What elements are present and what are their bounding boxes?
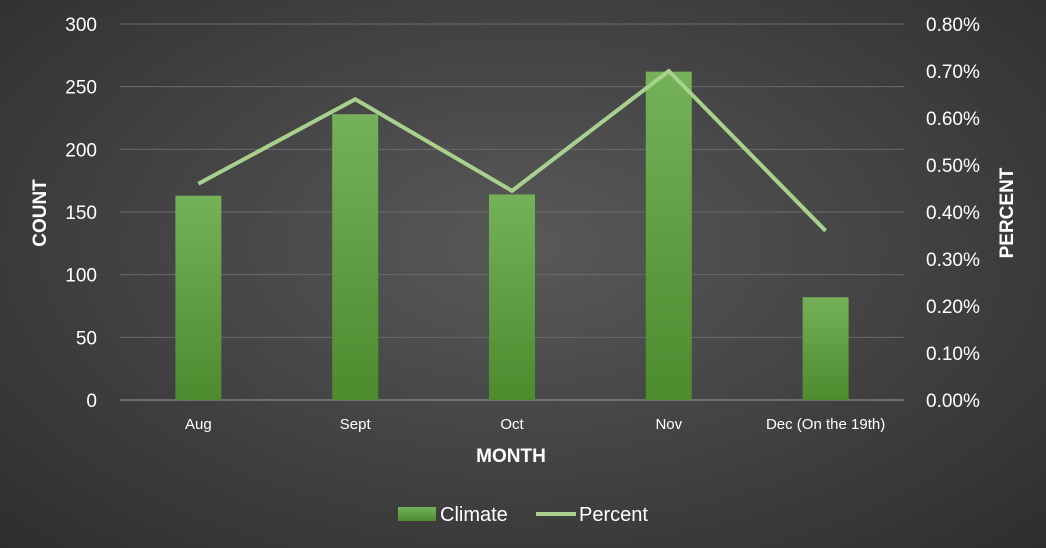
bar-climate: [175, 195, 222, 400]
x-tick-label: Dec (On the 19th): [766, 416, 885, 433]
y2-tick-label: 0.10%: [926, 344, 980, 365]
x-axis-title: MONTH: [476, 446, 546, 467]
bar-climate: [332, 114, 379, 401]
legend: Climate Percent: [398, 504, 648, 526]
bar-climate: [489, 194, 535, 400]
bar-climate: [802, 297, 849, 400]
percent-line: [197, 69, 828, 233]
x-tick-label: Oct: [500, 416, 524, 433]
y-tick-label: 150: [65, 203, 97, 224]
y2-tick-label: 0.40%: [926, 203, 980, 224]
percent-line-layer: [197, 69, 828, 233]
y2-tick-label: 0.50%: [926, 156, 980, 177]
y2-tick-label: 0.00%: [926, 391, 980, 412]
legend-label-percent: Percent: [579, 504, 648, 526]
y-axis-title: COUNT: [30, 179, 51, 247]
y2-tick-label: 0.70%: [926, 62, 980, 83]
y-tick-label: 0: [86, 391, 97, 412]
ticks: 0 50 100 150 200 250 300 0.00% 0.10% 0.20% 0.30% 0.…: [65, 15, 980, 433]
y2-axis-title: PERCENT: [997, 167, 1018, 258]
x-tick-label: Nov: [655, 416, 682, 433]
y2-tick-label: 0.20%: [926, 297, 980, 318]
y2-tick-label: 0.30%: [926, 250, 980, 271]
bars: [175, 71, 849, 401]
y-tick-label: 300: [65, 15, 97, 36]
y-tick-label: 100: [65, 266, 97, 287]
y-tick-label: 250: [65, 78, 97, 99]
legend-label-climate: Climate: [440, 504, 508, 526]
y2-tick-label: 0.60%: [926, 109, 980, 130]
bar-climate: [645, 71, 692, 401]
y-tick-label: 50: [76, 328, 97, 349]
x-tick-label: Sept: [340, 416, 372, 433]
y2-tick-label: 0.80%: [926, 15, 980, 36]
y-tick-label: 200: [65, 140, 97, 161]
x-tick-label: Aug: [185, 416, 212, 433]
legend-swatch-climate: [398, 507, 436, 521]
